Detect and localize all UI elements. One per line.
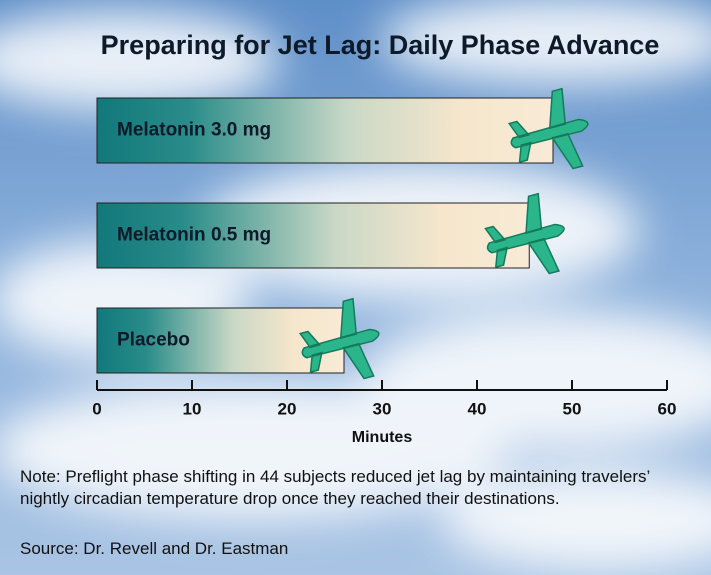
x-tick-label: 50 xyxy=(563,399,582,418)
x-tick-label: 60 xyxy=(658,399,677,418)
chart-title: Preparing for Jet Lag: Daily Phase Advan… xyxy=(101,30,660,60)
page: Preparing for Jet Lag: Daily Phase Advan… xyxy=(0,0,711,575)
note: Note: Preflight phase shifting in 44 sub… xyxy=(20,466,690,510)
bar-label: Melatonin 3.0 mg xyxy=(117,120,271,141)
bar-label: Melatonin 0.5 mg xyxy=(117,225,271,246)
x-tick-label: 30 xyxy=(373,399,392,418)
x-tick-label: 40 xyxy=(468,399,487,418)
bar-label: Placebo xyxy=(117,330,190,351)
x-axis-label: Minutes xyxy=(352,429,413,446)
x-tick-label: 20 xyxy=(278,399,297,418)
source: Source: Dr. Revell and Dr. Eastman xyxy=(20,539,288,559)
x-tick-label: 10 xyxy=(183,399,202,418)
x-tick-label: 0 xyxy=(92,399,101,418)
